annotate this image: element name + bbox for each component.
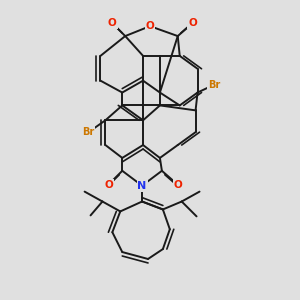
Text: O: O [188, 18, 197, 28]
Text: Br: Br [82, 127, 95, 137]
Text: O: O [108, 18, 117, 28]
Text: O: O [104, 180, 113, 190]
Text: N: N [137, 181, 147, 191]
Text: Br: Br [208, 80, 220, 90]
Text: O: O [146, 21, 154, 31]
Text: O: O [173, 180, 182, 190]
